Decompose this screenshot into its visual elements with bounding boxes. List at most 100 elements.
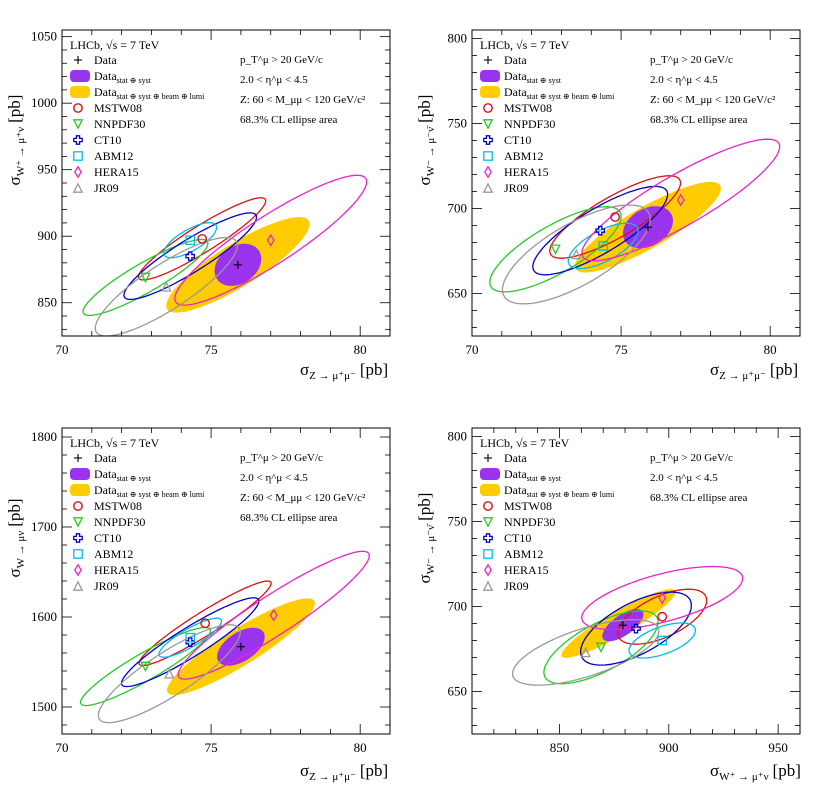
point-jr09 <box>164 668 175 679</box>
cut-text: 2.0 < η^μ < 4.5 <box>650 472 718 484</box>
legend-entry-ct10: CT10 <box>73 133 121 147</box>
ellipse-ct10 <box>120 597 260 688</box>
ellipse-group <box>489 138 781 305</box>
legend-marker <box>72 517 84 528</box>
cut-text: Z: 60 < M_μμ < 120 GeV/c² <box>240 492 366 504</box>
legend-label: NNPDF30 <box>504 117 555 131</box>
legend-label: CT10 <box>504 133 531 147</box>
point-nnpdf30 <box>140 661 151 673</box>
legend-entry-jr09: JR09 <box>72 579 119 593</box>
point-jr09 <box>571 248 582 260</box>
legend-entry-ct10: CT10 <box>73 531 121 545</box>
legend-entry-data: Data <box>484 53 527 67</box>
cut-text: p_T^μ > 20 GeV/c <box>650 54 733 66</box>
experiment-label: LHCb, √s = 7 TeV <box>480 38 570 52</box>
y-axis-label: σW⁻ → μ⁻ν̄[pb] <box>415 493 437 584</box>
y-tick-label: 1500 <box>31 699 57 714</box>
y-tick-label: 750 <box>448 514 468 529</box>
point-hera15 <box>266 233 275 247</box>
legend-label: CT10 <box>94 133 121 147</box>
point-abm12 <box>657 635 668 646</box>
legend-entry-mstw: MSTW08 <box>73 499 142 513</box>
legend-label: MSTW08 <box>504 101 552 115</box>
cut-text: p_T^μ > 20 GeV/c <box>650 452 733 464</box>
cut-text: Z: 60 < M_μμ < 120 GeV/c² <box>650 94 776 106</box>
legend-entry-nnpdf: NNPDF30 <box>72 515 145 529</box>
legend-marker <box>73 103 83 113</box>
y-tick-label: 800 <box>448 31 468 46</box>
legend-entry-hera: HERA15 <box>74 563 139 577</box>
x-tick-label: 850 <box>550 740 570 755</box>
legend-label: CT10 <box>94 531 121 545</box>
legend-label: Data <box>94 53 117 67</box>
data-point <box>618 621 627 630</box>
legend-marker <box>72 182 84 193</box>
point-nnpdf30 <box>550 244 561 255</box>
legend-marker <box>74 165 82 179</box>
data-point <box>233 260 242 269</box>
legend-label: JR09 <box>504 579 529 593</box>
legend-label: JR09 <box>504 181 529 195</box>
legend-label: MSTW08 <box>504 499 552 513</box>
ellipse-mstw08 <box>549 175 682 259</box>
legend-label: JR09 <box>94 181 119 195</box>
legend-marker <box>73 501 83 511</box>
legend-entry-nnpdf: NNPDF30 <box>482 117 555 131</box>
x-tick-label: 75 <box>205 342 218 357</box>
cut-text: 68.3% CL ellipse area <box>650 114 747 126</box>
ellipse-jr09 <box>94 236 239 336</box>
x-tick-label: 75 <box>615 342 628 357</box>
cut-text: 2.0 < η^μ < 4.5 <box>240 74 308 86</box>
y-tick-label: 700 <box>448 599 468 614</box>
y-tick-label: 1000 <box>31 95 57 110</box>
legend-marker <box>73 135 83 145</box>
point-abm12 <box>185 632 196 643</box>
legend-label: Data <box>94 451 117 465</box>
legend-label: Data <box>504 53 527 67</box>
legend-label: Datastat ⊕ syst <box>94 69 152 85</box>
ellipse-ct10 <box>123 212 258 301</box>
legend-marker <box>483 501 493 511</box>
cut-text: 68.3% CL ellipse area <box>240 114 337 126</box>
legend-marker <box>72 580 84 591</box>
legend-entry-stat: Datastat ⊕ syst <box>70 69 152 85</box>
legend-entry-total: Datastat ⊕ syst ⊕ beam ⊕ lumi <box>480 483 615 499</box>
legend-entry-hera: HERA15 <box>484 563 549 577</box>
ellipse-abm12 <box>158 617 223 658</box>
legend-label: NNPDF30 <box>504 515 555 529</box>
y-tick-label: 950 <box>38 162 58 177</box>
x-tick-label: 80 <box>354 342 367 357</box>
ellipse-abm12 <box>567 222 639 270</box>
legend-label: MSTW08 <box>94 101 142 115</box>
legend-label: Datastat ⊕ syst <box>504 467 562 483</box>
legend-swatch <box>70 86 90 98</box>
legend-entry-abm: ABM12 <box>483 547 543 561</box>
y-tick-label: 800 <box>448 429 468 444</box>
legend-swatch <box>480 484 500 496</box>
legend-entry-jr09: JR09 <box>482 579 529 593</box>
ellipse-ct10 <box>532 185 669 276</box>
ellipse-hera15 <box>177 550 370 680</box>
legend-entry-mstw: MSTW08 <box>483 101 552 115</box>
plot-frame <box>471 29 801 337</box>
ellipse-group <box>82 174 368 336</box>
y-tick-label: 750 <box>448 116 468 131</box>
ellipse-abm12 <box>628 622 697 659</box>
legend-entry-abm: ABM12 <box>73 547 133 561</box>
point-hera15 <box>658 591 667 605</box>
y-tick-label: 900 <box>38 228 58 243</box>
plot-frame <box>471 427 801 735</box>
cut-text: Z: 60 < M_μμ < 120 GeV/c² <box>240 94 366 106</box>
legend-label: HERA15 <box>94 165 139 179</box>
point-mstw08 <box>200 618 211 629</box>
legend-marker <box>484 454 492 462</box>
legend-marker <box>484 56 492 64</box>
ellipse-group <box>511 565 744 686</box>
legend-label: MSTW08 <box>94 499 142 513</box>
legend-entry-nnpdf: NNPDF30 <box>482 515 555 529</box>
legend-entry-abm: ABM12 <box>73 149 133 163</box>
data-point <box>643 223 652 232</box>
legend-entry-mstw: MSTW08 <box>73 101 142 115</box>
ellipse-hera15 <box>581 138 781 262</box>
data-point <box>236 642 245 651</box>
